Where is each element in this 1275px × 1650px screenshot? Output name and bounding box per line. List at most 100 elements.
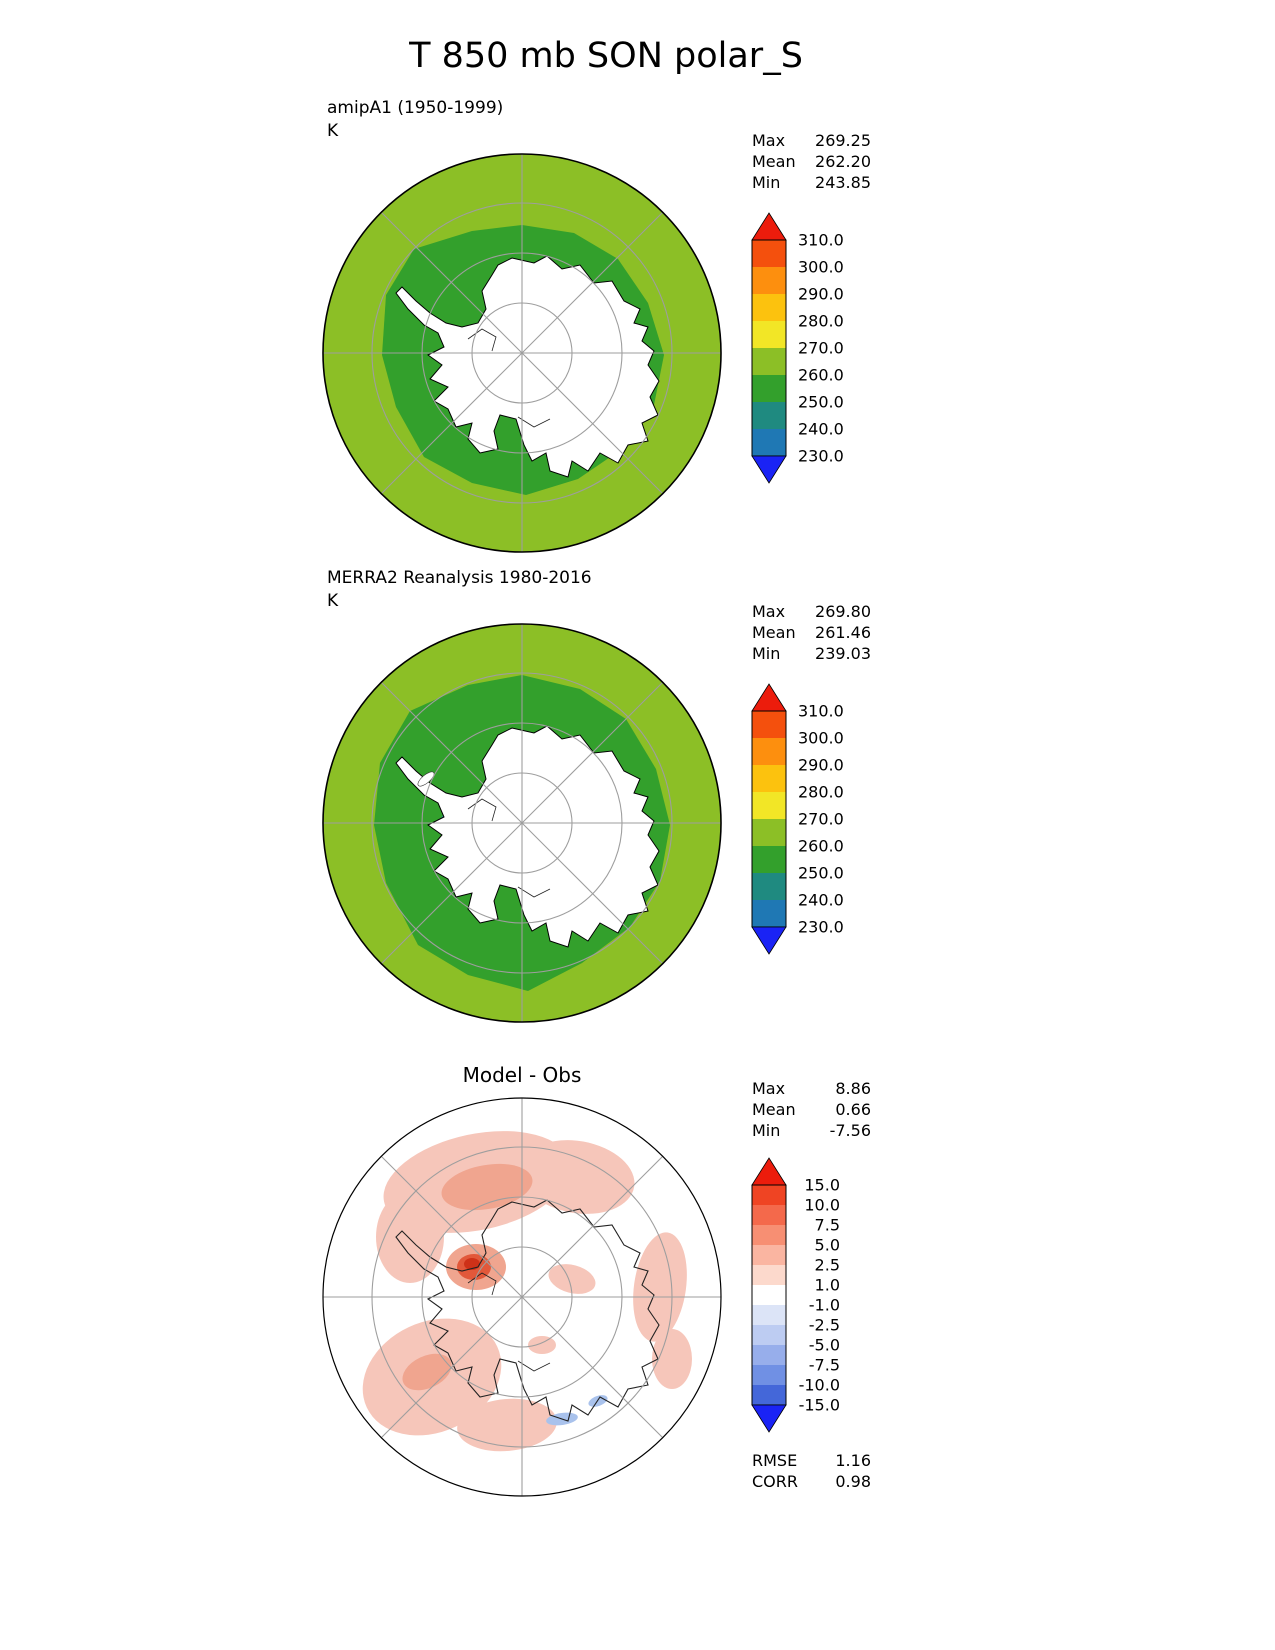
colorbar-cell xyxy=(752,429,786,456)
map-merra2-layers xyxy=(323,624,721,1022)
warm-bias-blob xyxy=(652,1329,692,1389)
colorbar-cell xyxy=(752,294,786,321)
colorbar-cell xyxy=(752,402,786,429)
ice-shelf-contour xyxy=(517,886,551,898)
colorbar-cell xyxy=(752,321,786,348)
colorbar-cell xyxy=(752,738,786,765)
stat-label: Min xyxy=(752,1121,781,1140)
warm-bias-blob xyxy=(376,1191,444,1283)
graticule xyxy=(323,1098,721,1496)
map-boundary xyxy=(322,1097,722,1497)
stat-label: Mean xyxy=(752,152,796,171)
colorbar-tick-label: -5.0 xyxy=(809,1336,840,1355)
colorbar-tick-label: 290.0 xyxy=(798,756,844,775)
ice-shelf-contour xyxy=(517,416,551,428)
panel2-stats: Max 269.80 Mean 261.46 Min 239.03 xyxy=(752,601,871,664)
panel3-stats: Max 8.86 Mean 0.66 Min -7.56 xyxy=(752,1078,871,1141)
stat-value: 269.80 xyxy=(815,602,871,621)
ice-shelf-contour xyxy=(517,1360,551,1372)
map-amip xyxy=(322,153,722,553)
stat-label: Max xyxy=(752,602,786,621)
map-boundary xyxy=(322,153,722,553)
warm-bias-blob xyxy=(633,1232,687,1342)
panel2-units-label: K xyxy=(327,591,339,611)
colorbar-tick-label: 240.0 xyxy=(798,891,844,910)
colorbar-cell xyxy=(752,1305,786,1325)
colorbar-tick-label: 300.0 xyxy=(798,729,844,748)
colorbar-merra2: 310.0 300.0 290.0 280.0 270.0 260.0 250.0 240.0… xyxy=(751,683,844,955)
stat-row: Mean 0.66 xyxy=(752,1099,871,1120)
stat-value: -7.56 xyxy=(829,1121,871,1140)
colorbar-extend-arrow-bottom xyxy=(751,455,787,484)
map-merra2 xyxy=(322,623,722,1023)
antarctica-landmass xyxy=(395,255,660,478)
panel3-title: Model - Obs xyxy=(462,1063,582,1087)
metric-label: RMSE xyxy=(752,1451,798,1470)
colorbar-tick-label: 240.0 xyxy=(798,420,844,439)
antarctica-coastline xyxy=(395,1199,660,1422)
panel1-dataset-label: amipA1 (1950-1999) xyxy=(327,98,504,118)
colorbar-tick-label: 230.0 xyxy=(798,918,844,937)
stat-value: 261.46 xyxy=(815,623,871,642)
colorbar-tick-label: 250.0 xyxy=(798,393,844,412)
stat-value: 8.86 xyxy=(835,1079,871,1098)
colorbar-cell xyxy=(752,711,786,738)
colorbar-extend-arrow-top xyxy=(751,212,787,241)
colorbar-tick-label: 260.0 xyxy=(798,837,844,856)
colorbar-cell xyxy=(752,1325,786,1345)
warm-bias-blob xyxy=(457,1398,557,1452)
warm-bias-mid xyxy=(441,1163,533,1211)
colorbar-cell xyxy=(752,1205,786,1225)
colorbar-tick-label: -10.0 xyxy=(799,1376,840,1395)
colorbar-tick-label: 270.0 xyxy=(798,339,844,358)
stat-row: Min 239.03 xyxy=(752,643,871,664)
colorbar-tick-label: 5.0 xyxy=(815,1236,840,1255)
graticule xyxy=(323,154,721,552)
stat-row: Max 269.80 xyxy=(752,601,871,622)
colorbar-tick-label: 280.0 xyxy=(798,312,844,331)
colorbar-tick-label: 310.0 xyxy=(798,231,844,250)
colorbar-cell xyxy=(752,792,786,819)
colorbar-tick-label: -1.0 xyxy=(809,1296,840,1315)
stat-label: Mean xyxy=(752,1100,796,1119)
colorbar-cell xyxy=(752,1365,786,1385)
warm-bias-mid xyxy=(402,1353,452,1391)
warm-bias-blob xyxy=(548,1264,596,1294)
panel1-stats: Max 269.25 Mean 262.20 Min 243.85 xyxy=(752,130,871,193)
colorbar-cell xyxy=(752,375,786,402)
stat-value: 243.85 xyxy=(815,173,871,192)
colorbar-cell xyxy=(752,267,786,294)
ice-shelf-contour xyxy=(467,798,497,822)
colorbar-cell xyxy=(752,348,786,375)
colorbar-amip: 310.0 300.0 290.0 280.0 270.0 260.0 250.0 240.0… xyxy=(751,212,844,484)
map-difference-layers xyxy=(323,1098,721,1496)
colorbar-tick-label: 230.0 xyxy=(798,447,844,466)
stat-value: 262.20 xyxy=(815,152,871,171)
stat-row: Max 8.86 xyxy=(752,1078,871,1099)
colorbar-tick-label: 15.0 xyxy=(804,1176,840,1195)
stat-label: Min xyxy=(752,644,781,663)
stat-value: 239.03 xyxy=(815,644,871,663)
colorbar-extend-arrow-bottom xyxy=(751,1404,787,1433)
stat-label: Max xyxy=(752,1079,786,1098)
panel1-units-label: K xyxy=(327,121,339,141)
colorbar-tick-label: 2.5 xyxy=(815,1256,840,1275)
colorbar-tick-label: -2.5 xyxy=(809,1316,840,1335)
colorbar-cell xyxy=(752,1345,786,1365)
colorbar-tick-label: 290.0 xyxy=(798,285,844,304)
metric-label: CORR xyxy=(752,1472,798,1491)
colorbar-tick-label: 7.5 xyxy=(815,1216,840,1235)
colorbar-cell xyxy=(752,765,786,792)
colorbar-tick-label: 10.0 xyxy=(804,1196,840,1215)
warm-bias-blob xyxy=(519,1140,635,1214)
colorbar-cell xyxy=(752,1385,786,1405)
figure-title: T 850 mb SON polar_S xyxy=(409,36,803,76)
colorbar-difference: 15.010.07.55.02.51.0-1.0-2.5-5.0-7.5-10.… xyxy=(751,1157,840,1433)
stat-row: Max 269.25 xyxy=(752,130,871,151)
colorbar-cell xyxy=(752,846,786,873)
colorbar-tick-label: 260.0 xyxy=(798,366,844,385)
antarctica-landmass xyxy=(395,725,660,948)
colorbar-tick-label: 310.0 xyxy=(798,702,844,721)
panel2-dataset-label: MERRA2 Reanalysis 1980-2016 xyxy=(327,568,592,588)
colorbar-tick-label: 300.0 xyxy=(798,258,844,277)
